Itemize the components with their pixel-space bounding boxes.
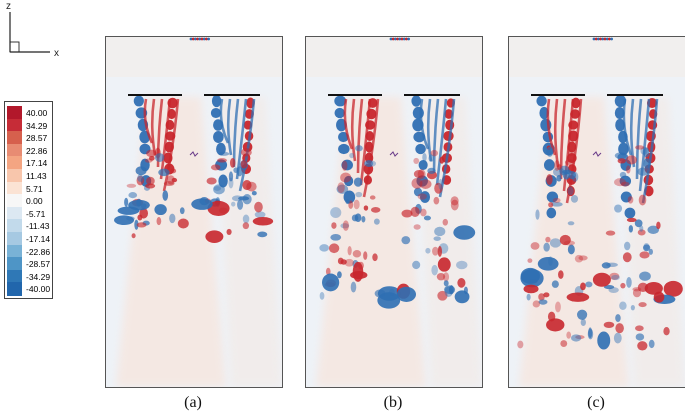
background-field <box>509 37 685 387</box>
legend-label: 34.29 <box>26 121 47 131</box>
legend-label: 40.00 <box>26 108 47 118</box>
legend-label: -28.57 <box>26 259 50 269</box>
legend-label: 28.57 <box>26 133 47 143</box>
inlet-strip <box>190 38 210 41</box>
flow-field-b <box>306 37 482 387</box>
legend-label: 17.14 <box>26 158 47 168</box>
legend-swatch <box>7 282 22 296</box>
caption-a: (a) <box>163 394 223 412</box>
legend-label: 0.00 <box>26 196 43 206</box>
legend-label: 22.86 <box>26 146 47 156</box>
caption-b: (b) <box>363 394 423 412</box>
axes-triad: z x <box>0 0 70 60</box>
color-legend: 40.00 34.29 28.57 22.86 17.14 11.43 5.71 0.00 -5… <box>4 101 53 299</box>
legend-label: -34.29 <box>26 272 50 282</box>
legend-label: 5.71 <box>26 184 43 194</box>
caption-c: (c) <box>566 394 626 412</box>
panel-b <box>305 36 483 388</box>
legend-label: 11.43 <box>26 171 47 181</box>
legend-label: -17.14 <box>26 234 50 244</box>
legend-label: -11.43 <box>26 221 49 231</box>
panel-a <box>105 36 283 388</box>
inlet-strip <box>593 38 613 41</box>
axis-corner-mark <box>10 42 19 52</box>
flow-field-a <box>106 37 282 387</box>
x-axis-label: x <box>54 48 59 59</box>
legend-label: -40.00 <box>26 284 50 294</box>
inlet-strip <box>390 38 410 41</box>
flow-field-c <box>509 37 685 387</box>
panel-c <box>508 36 685 388</box>
legend-label: -5.71 <box>26 209 45 219</box>
legend-label: -22.86 <box>26 247 50 257</box>
z-axis-label: z <box>6 1 11 12</box>
